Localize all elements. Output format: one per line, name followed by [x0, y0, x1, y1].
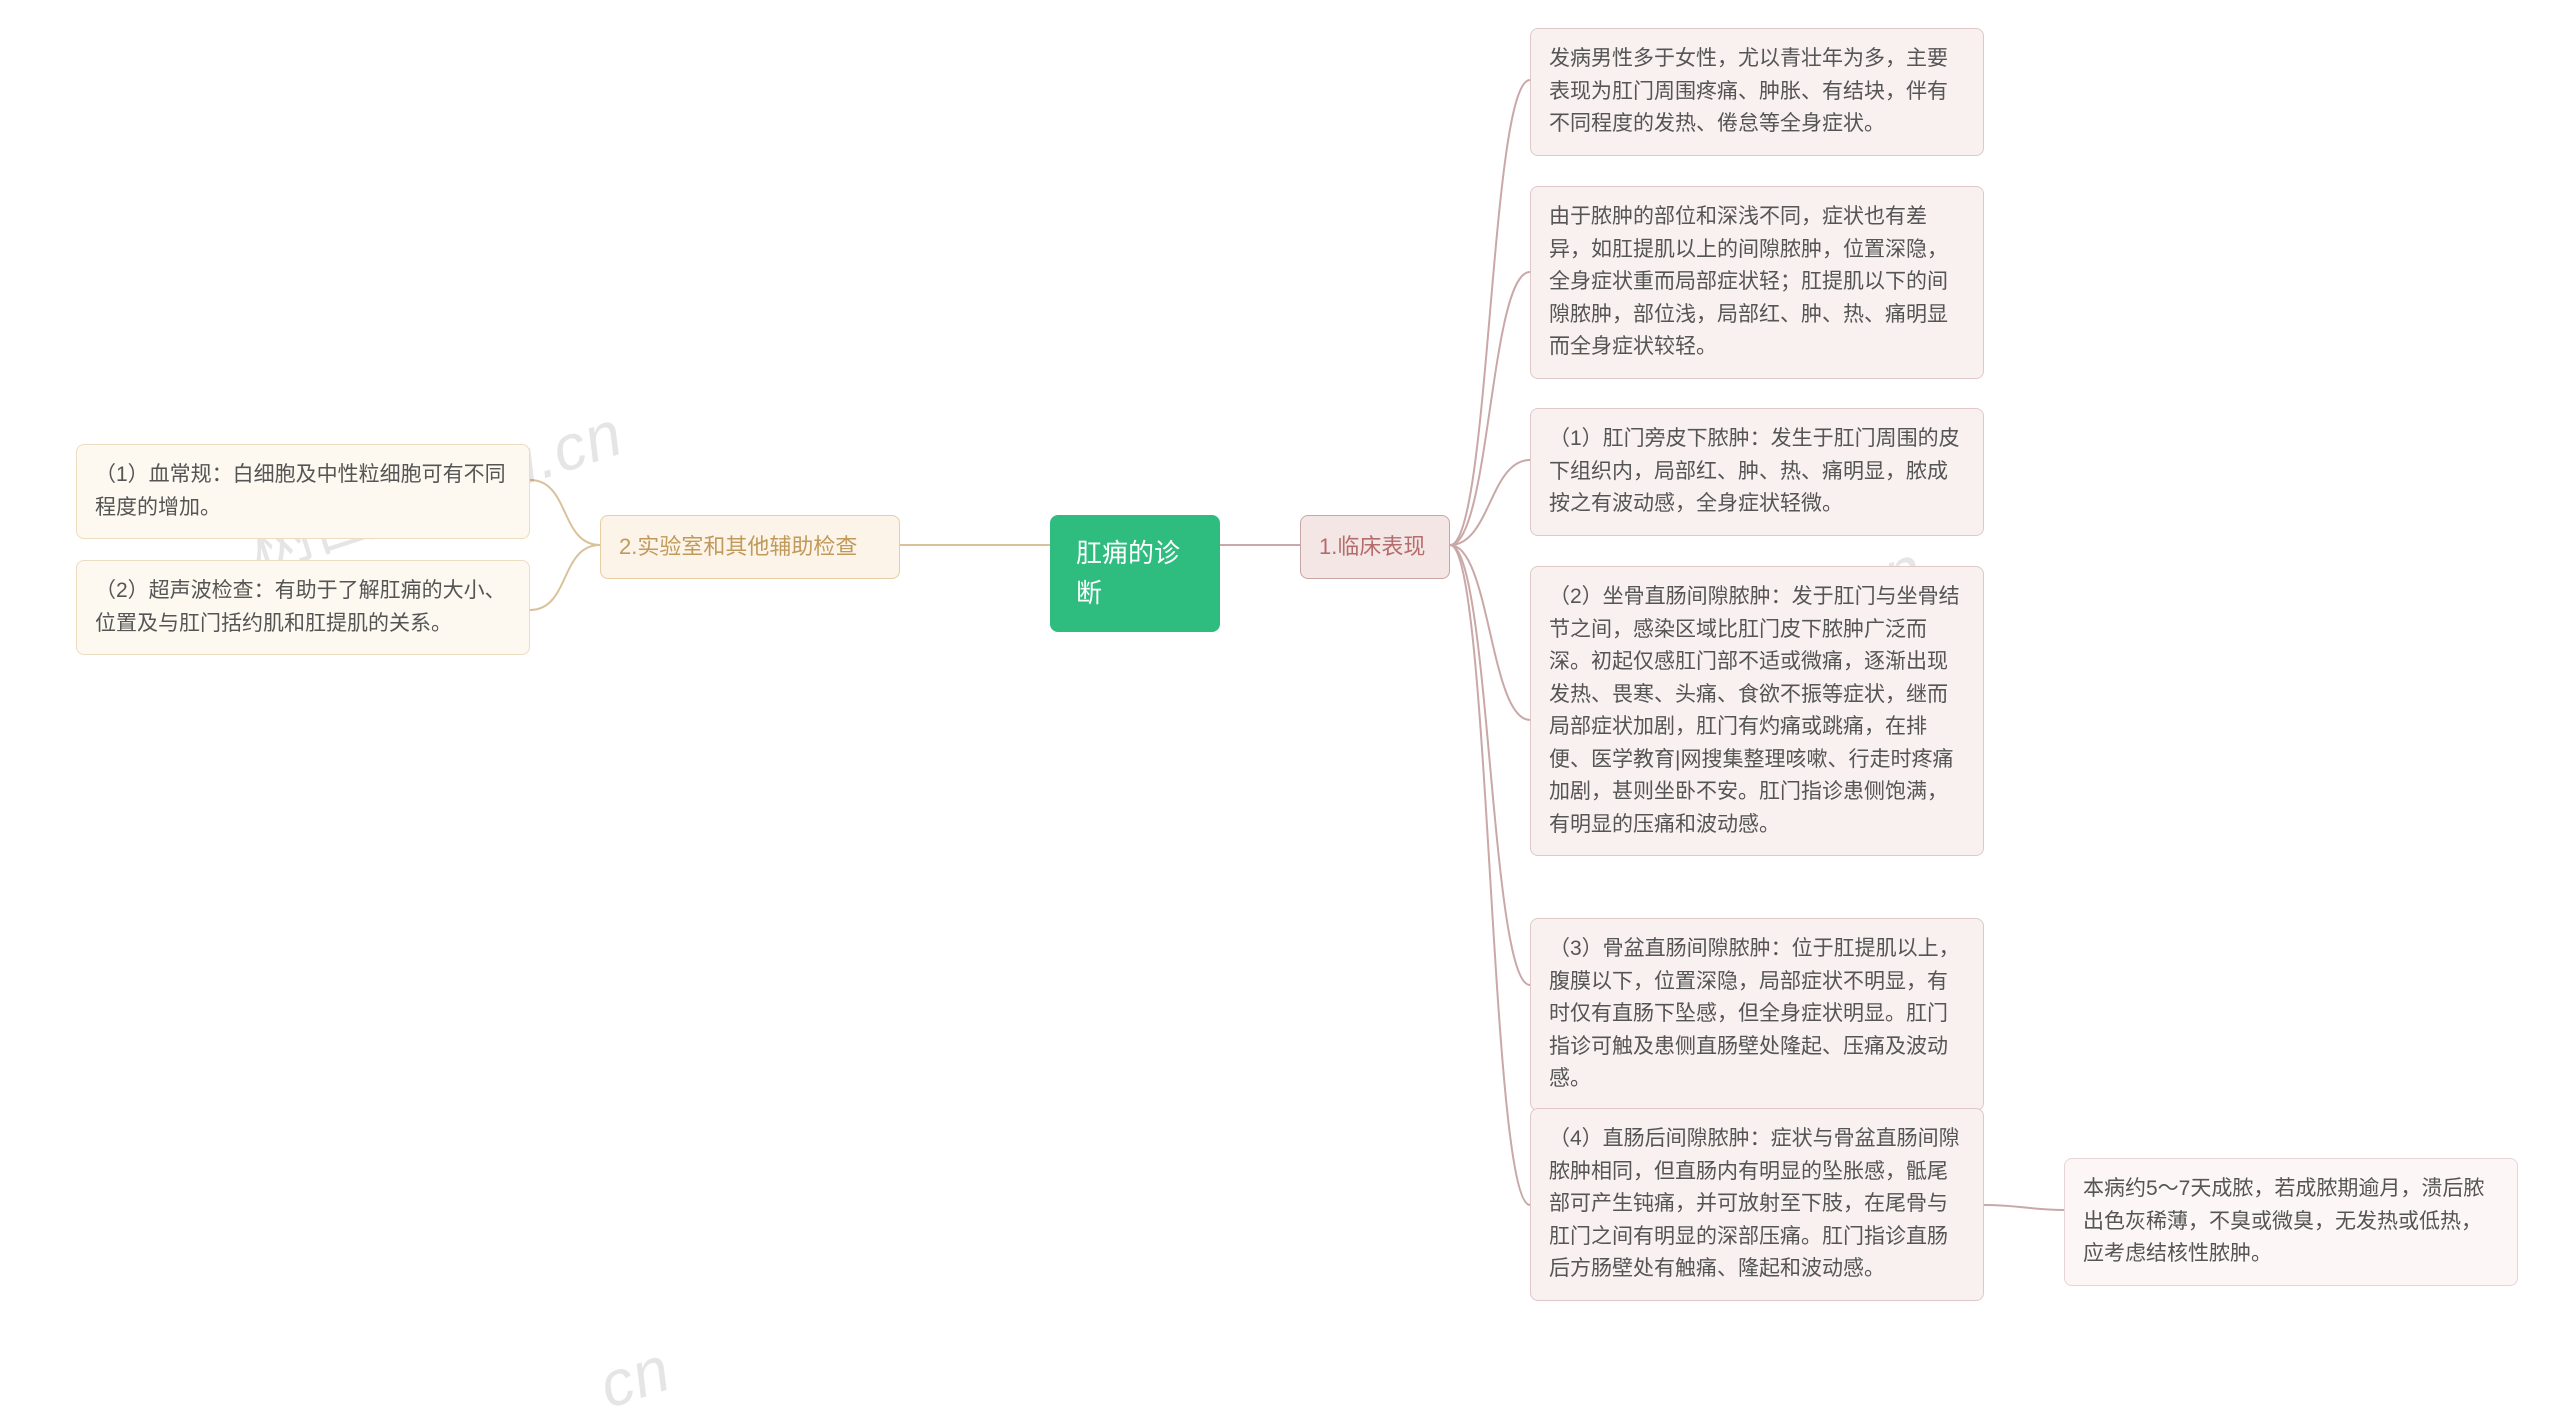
- leaf-clinical-1[interactable]: 发病男性多于女性，尤以青壮年为多，主要表现为肛门周围疼痛、肿胀、有结块，伴有不同…: [1530, 28, 1984, 156]
- leaf-clinical-6a[interactable]: 本病约5～7天成脓，若成脓期逾月，溃后脓出色灰稀薄，不臭或微臭，无发热或低热，应…: [2064, 1158, 2518, 1286]
- branch-clinical[interactable]: 1.临床表现: [1300, 515, 1450, 579]
- branch-lab[interactable]: 2.实验室和其他辅助检查: [600, 515, 900, 579]
- watermark-3: cn: [590, 1331, 679, 1423]
- leaf-clinical-5-text: （3）骨盆直肠间隙脓肿：位于肛提肌以上，腹膜以下，位置深隐，局部症状不明显，有时…: [1549, 937, 1960, 1090]
- leaf-clinical-6[interactable]: （4）直肠后间隙脓肿：症状与骨盆直肠间隙脓肿相同，但直肠内有明显的坠胀感，骶尾部…: [1530, 1108, 1984, 1301]
- leaf-lab-2[interactable]: （2）超声波检查：有助于了解肛痈的大小、位置及与肛门括约肌和肛提肌的关系。: [76, 560, 530, 655]
- leaf-clinical-6-text: （4）直肠后间隙脓肿：症状与骨盆直肠间隙脓肿相同，但直肠内有明显的坠胀感，骶尾部…: [1549, 1127, 1960, 1280]
- leaf-clinical-6a-text: 本病约5～7天成脓，若成脓期逾月，溃后脓出色灰稀薄，不臭或微臭，无发热或低热，应…: [2083, 1177, 2484, 1265]
- branch-lab-label: 2.实验室和其他辅助检查: [619, 534, 857, 559]
- mindmap-root[interactable]: 肛痈的诊断: [1050, 515, 1220, 632]
- leaf-clinical-4-text: （2）坐骨直肠间隙脓肿：发于肛门与坐骨结节之间，感染区域比肛门皮下脓肿广泛而深。…: [1549, 585, 1960, 836]
- leaf-clinical-2[interactable]: 由于脓肿的部位和深浅不同，症状也有差异，如肛提肌以上的间隙脓肿，位置深隐，全身症…: [1530, 186, 1984, 379]
- leaf-lab-1-text: （1）血常规：白细胞及中性粒细胞可有不同程度的增加。: [95, 463, 506, 519]
- leaf-lab-2-text: （2）超声波检查：有助于了解肛痈的大小、位置及与肛门括约肌和肛提肌的关系。: [95, 579, 506, 635]
- root-label: 肛痈的诊断: [1076, 538, 1180, 608]
- leaf-clinical-1-text: 发病男性多于女性，尤以青壮年为多，主要表现为肛门周围疼痛、肿胀、有结块，伴有不同…: [1549, 47, 1948, 135]
- leaf-clinical-5[interactable]: （3）骨盆直肠间隙脓肿：位于肛提肌以上，腹膜以下，位置深隐，局部症状不明显，有时…: [1530, 918, 1984, 1111]
- leaf-clinical-3[interactable]: （1）肛门旁皮下脓肿：发生于肛门周围的皮下组织内，局部红、肿、热、痛明显，脓成按…: [1530, 408, 1984, 536]
- leaf-lab-1[interactable]: （1）血常规：白细胞及中性粒细胞可有不同程度的增加。: [76, 444, 530, 539]
- leaf-clinical-3-text: （1）肛门旁皮下脓肿：发生于肛门周围的皮下组织内，局部红、肿、热、痛明显，脓成按…: [1549, 427, 1960, 515]
- leaf-clinical-2-text: 由于脓肿的部位和深浅不同，症状也有差异，如肛提肌以上的间隙脓肿，位置深隐，全身症…: [1549, 205, 1948, 358]
- branch-clinical-label: 1.临床表现: [1319, 534, 1425, 559]
- leaf-clinical-4[interactable]: （2）坐骨直肠间隙脓肿：发于肛门与坐骨结节之间，感染区域比肛门皮下脓肿广泛而深。…: [1530, 566, 1984, 856]
